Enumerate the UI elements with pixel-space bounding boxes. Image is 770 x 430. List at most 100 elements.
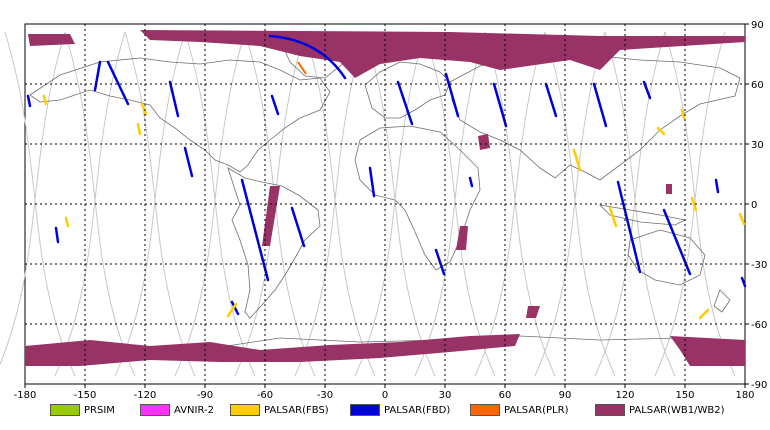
orbit-track [534, 31, 606, 377]
fbd-track [444, 72, 460, 118]
orbit-track [664, 31, 736, 377]
legend-item: PALSAR(WB1/WB2) [595, 402, 725, 418]
legend-swatch [350, 404, 380, 416]
orbit-track [594, 31, 666, 377]
fbs-track [136, 122, 142, 136]
wb-arabia-patch [478, 134, 490, 150]
fbs-track [690, 196, 698, 212]
y-tick-label: -30 [751, 260, 767, 271]
wb-antarctic-east [670, 336, 745, 366]
orbit-track [304, 31, 376, 377]
legend-swatch [230, 404, 260, 416]
north-america-coast [29, 57, 331, 173]
x-tick-label: -30 [317, 390, 333, 401]
orbit-track [544, 31, 616, 377]
orbit-track [64, 31, 136, 377]
y-tick-label: 30 [751, 140, 764, 151]
x-tick-label: 90 [559, 390, 572, 401]
x-tick-label: -120 [134, 390, 157, 401]
x-tick-label: 60 [499, 390, 512, 401]
legend-label: PALSAR(FBD) [384, 404, 451, 416]
fbd-track [26, 94, 32, 108]
fbs-track [608, 206, 618, 228]
fbd-track [270, 94, 280, 116]
fbd-track [368, 166, 376, 198]
orbit-track [184, 31, 256, 377]
legend-swatch [470, 404, 500, 416]
y-tick-label: -90 [751, 380, 767, 391]
new-zealand-coast [713, 289, 731, 313]
fbd-arctic-arc [268, 34, 347, 80]
orbit-track [354, 31, 426, 377]
fbd-track [168, 80, 180, 118]
fbd-track [662, 208, 692, 276]
x-tick-label: 30 [439, 390, 452, 401]
y-tick-label: 90 [751, 20, 764, 31]
fbd-track [714, 178, 720, 194]
legend: PRSIM AVNIR-2 PALSAR(FBS) PALSAR(FBD) PALSAR… [0, 402, 770, 424]
x-tick-label: 180 [735, 390, 754, 401]
fbd-track [93, 60, 102, 92]
fbd-track [230, 300, 240, 316]
y-tick-label: -60 [751, 320, 767, 331]
fbd-track [468, 176, 474, 188]
orbit-track [174, 31, 246, 377]
fbd-track [434, 248, 446, 276]
wb-south-america-strip [262, 186, 280, 246]
indonesia-coast [598, 204, 687, 226]
x-tick-label: 0 [382, 390, 388, 401]
wb-antarctic-band [25, 334, 520, 366]
legend-swatch [50, 404, 80, 416]
y-tick-label: 0 [751, 200, 757, 211]
legend-label: AVNIR-2 [174, 404, 214, 416]
x-tick-label: 120 [615, 390, 634, 401]
x-tick-label: 150 [675, 390, 694, 401]
orbit-track [294, 31, 366, 377]
legend-label: PALSAR(PLR) [504, 404, 569, 416]
legend-swatch [595, 404, 625, 416]
orbit-track [414, 31, 486, 377]
fbd-track [290, 206, 306, 248]
wb-arctic-west [28, 34, 75, 46]
fbs-track [226, 302, 238, 318]
palsar-fbd-tracks [26, 34, 747, 316]
wb-arctic-band [140, 30, 745, 78]
orbit-track [4, 31, 76, 377]
legend-swatch [140, 404, 170, 416]
orbit-track [54, 31, 126, 377]
fbs-track [140, 102, 148, 116]
fbd-track [492, 82, 508, 128]
orbit-track [0, 31, 66, 366]
orbit-track [424, 31, 496, 377]
fbs-track [42, 94, 48, 106]
fbs-track [64, 216, 70, 228]
wb-africa-strip [456, 226, 468, 250]
legend-label: PRSIM [84, 404, 115, 416]
wb-india-patch [666, 184, 672, 194]
south-america-coast [227, 167, 321, 319]
legend-item: PALSAR(FBD) [350, 402, 450, 418]
x-tick-label: -90 [197, 390, 213, 401]
legend-item: AVNIR-2 [140, 402, 214, 418]
fbd-track [642, 80, 652, 100]
orbit-track [604, 31, 676, 377]
legend-item: PALSAR(FBS) [230, 402, 329, 418]
orbit-track [484, 31, 556, 377]
plr-track [297, 61, 307, 75]
orbit-track [364, 31, 436, 377]
fbd-track [396, 80, 414, 126]
fbs-track [572, 148, 582, 172]
fbs-track [698, 308, 710, 320]
fbd-track [183, 146, 194, 178]
fbs-track [680, 108, 686, 120]
fbd-track [106, 60, 130, 106]
palsar-plr-tracks [297, 61, 307, 75]
orbit-track [114, 31, 186, 377]
grid-lines [25, 24, 745, 384]
fbs-track [738, 212, 746, 226]
x-tick-label: -60 [257, 390, 273, 401]
legend-item: PRSIM [50, 402, 115, 418]
fbd-track [54, 226, 60, 244]
y-axis: 90 60 30 0 -30 -60 -90 [745, 20, 767, 391]
